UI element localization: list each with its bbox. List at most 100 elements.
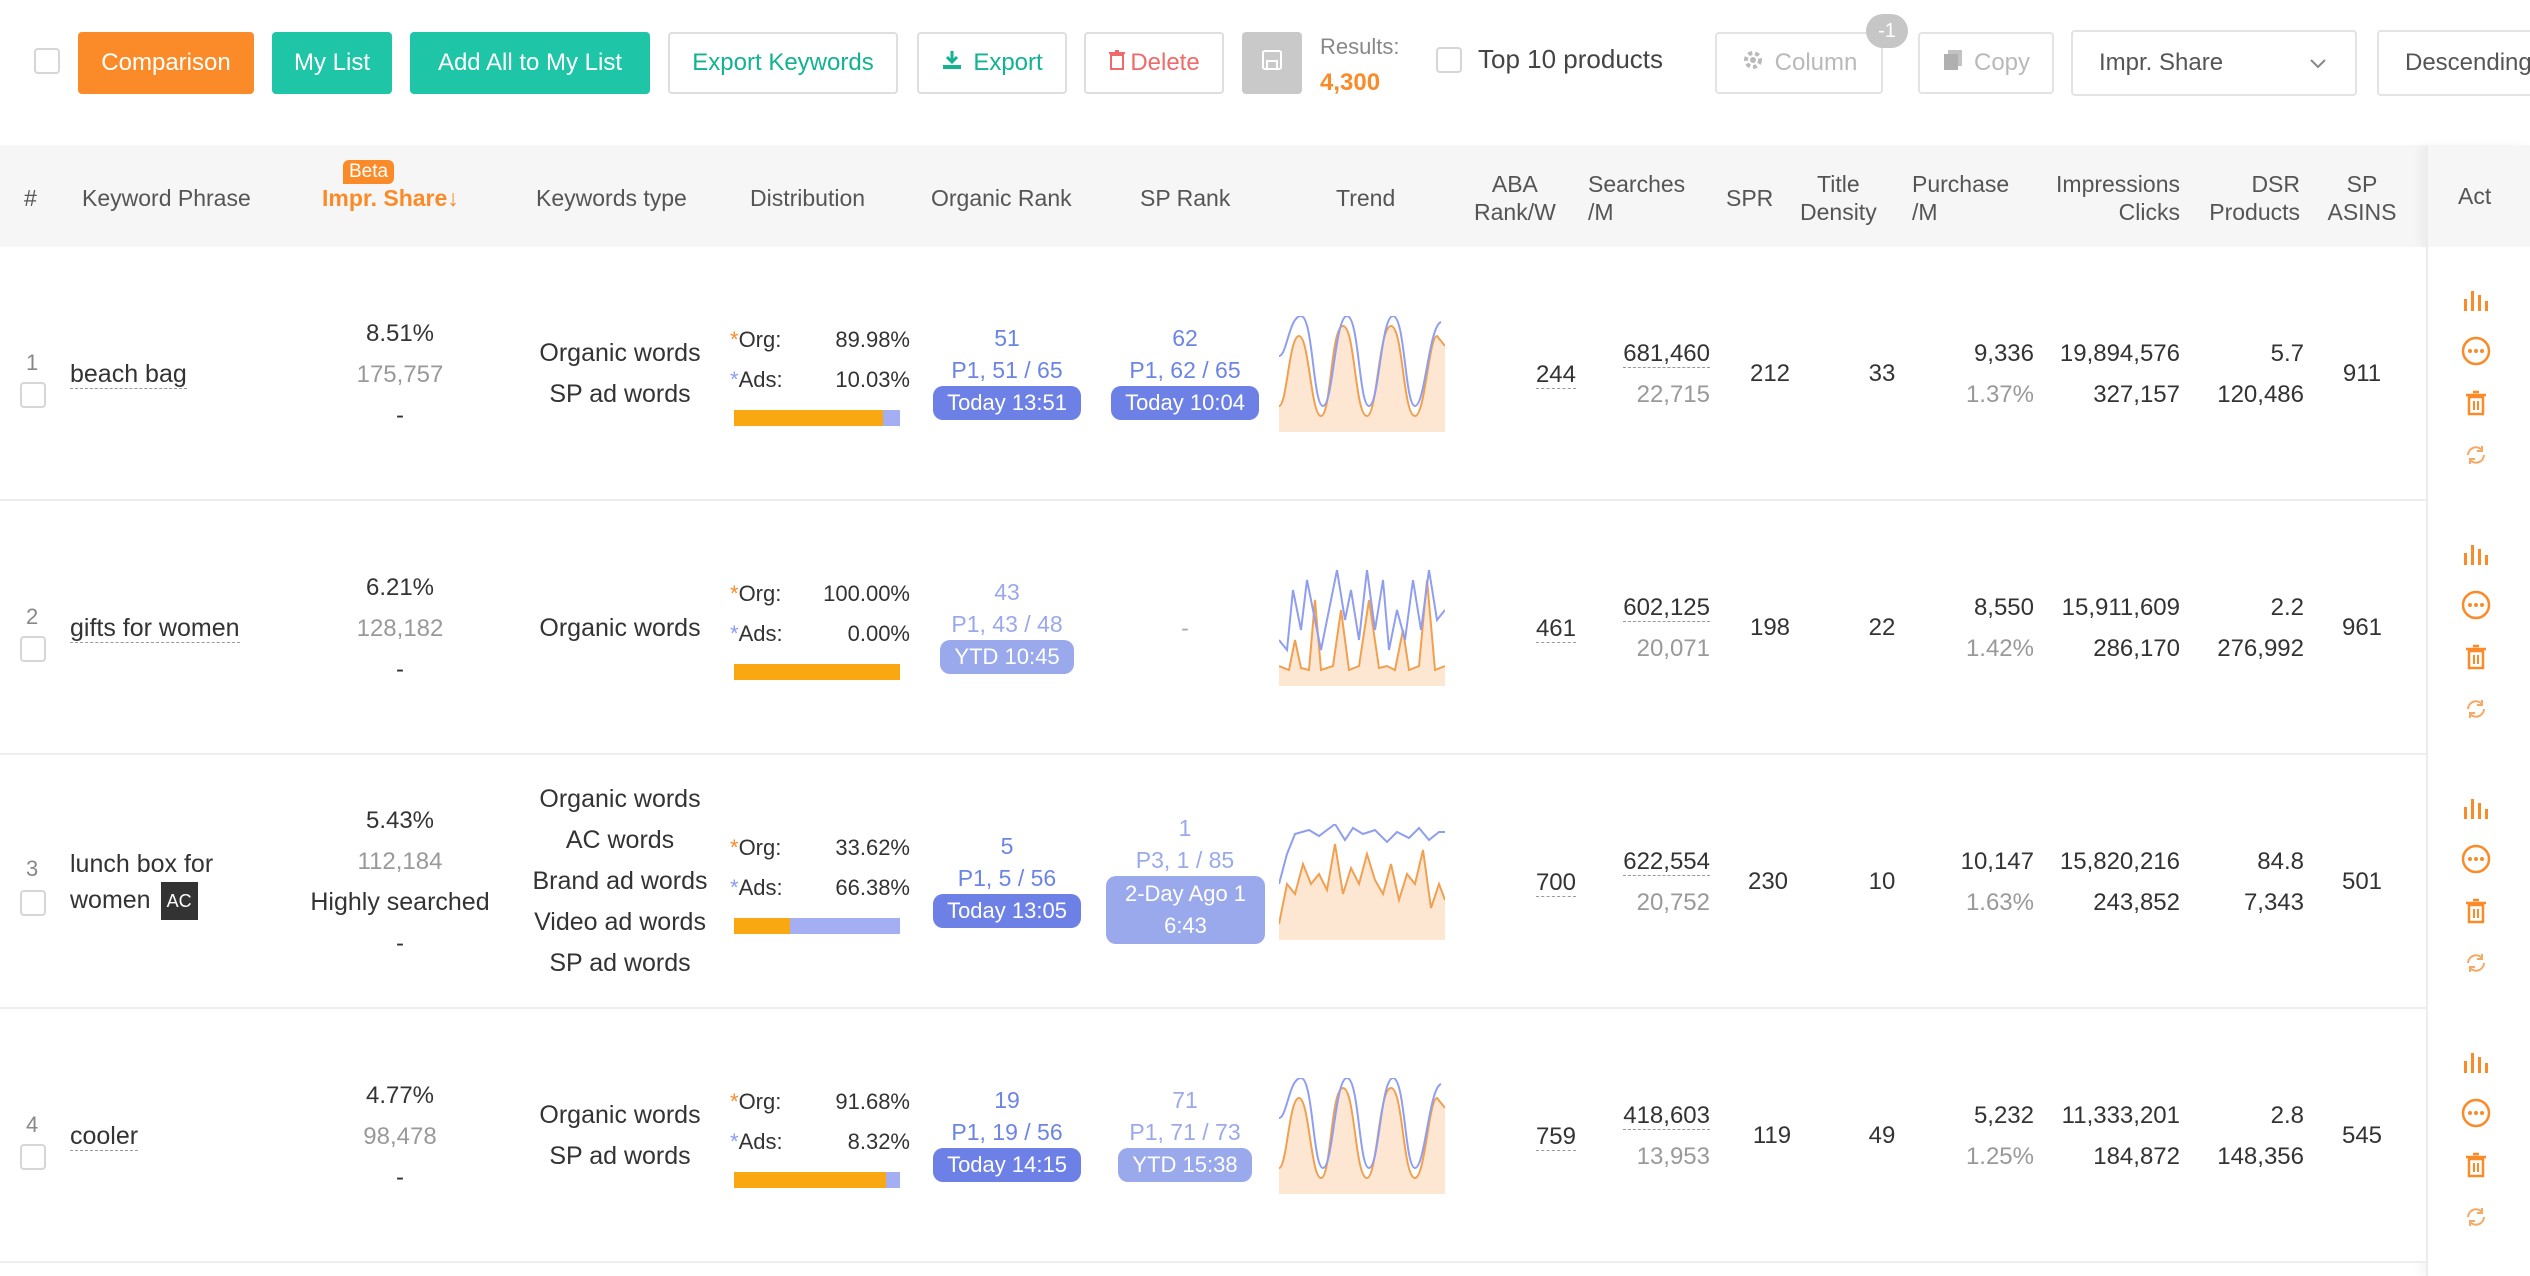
row-checkbox[interactable] bbox=[20, 636, 46, 662]
searches-value[interactable]: 602,125 bbox=[1623, 594, 1710, 622]
select-all-checkbox[interactable] bbox=[34, 48, 60, 74]
refresh-icon[interactable] bbox=[2456, 683, 2496, 735]
my-list-button[interactable]: My List bbox=[272, 32, 392, 94]
trend-sparkline[interactable] bbox=[1279, 316, 1445, 432]
sp-rank-cell[interactable]: 62 P1, 62 / 65 Today 10:04 bbox=[1105, 322, 1265, 420]
row-checkbox[interactable] bbox=[20, 1144, 46, 1170]
col-dsr-1: DSR bbox=[2251, 171, 2300, 197]
trash-icon[interactable] bbox=[2456, 631, 2496, 683]
purchase-cell: 8,550 1.42% bbox=[1900, 587, 2034, 669]
searches-value[interactable]: 418,603 bbox=[1623, 1102, 1710, 1130]
dsr-value: 5.7 bbox=[2270, 340, 2304, 367]
table-header bbox=[0, 145, 2426, 247]
col-sp-asins[interactable]: SP ASINS bbox=[2320, 170, 2404, 226]
trash-icon[interactable] bbox=[2456, 885, 2496, 937]
more-icon[interactable] bbox=[2456, 1087, 2496, 1139]
searches-value[interactable]: 681,460 bbox=[1623, 340, 1710, 368]
keyword-link[interactable]: lunch box for women AC bbox=[70, 846, 213, 921]
sort-field-select[interactable]: Impr. Share bbox=[2071, 30, 2357, 96]
keywords-type-cell: Organic words bbox=[510, 608, 730, 649]
col-organic-rank[interactable]: Organic Rank bbox=[931, 185, 1072, 211]
keyword-link[interactable]: gifts for women bbox=[70, 610, 240, 646]
bar-chart-icon[interactable] bbox=[2456, 527, 2496, 579]
searches-sub: 20,071 bbox=[1636, 635, 1710, 662]
export-button[interactable]: Export bbox=[917, 32, 1067, 94]
distribution-bar bbox=[734, 918, 900, 934]
trend-sparkline[interactable] bbox=[1279, 1078, 1445, 1194]
top10-checkbox[interactable] bbox=[1436, 46, 1462, 73]
keyword-link[interactable]: beach bag bbox=[70, 356, 187, 392]
sort-order-select[interactable]: Descending bbox=[2377, 30, 2530, 96]
row-index: 4 bbox=[26, 1112, 39, 1137]
col-keyword[interactable]: Keyword Phrase bbox=[82, 185, 251, 211]
row-checkbox[interactable] bbox=[20, 890, 46, 916]
col-impressions[interactable]: Impressions Clicks bbox=[2036, 170, 2180, 226]
impr-pct: 5.43% bbox=[365, 807, 435, 834]
col-title-density[interactable]: Title Density bbox=[1800, 170, 1877, 226]
aba-rank[interactable]: 759 bbox=[1520, 1116, 1576, 1157]
bar-chart-icon[interactable] bbox=[2456, 273, 2496, 325]
trend-sparkline[interactable] bbox=[1279, 570, 1445, 686]
sp-asins-value: 501 bbox=[2341, 868, 2383, 895]
trend-sparkline[interactable] bbox=[1279, 824, 1445, 940]
searches-value[interactable]: 622,554 bbox=[1623, 848, 1710, 876]
keyword-link[interactable]: cooler bbox=[70, 1118, 139, 1154]
col-spr[interactable]: SPR bbox=[1726, 185, 1774, 211]
purchase-cell: 5,232 1.25% bbox=[1900, 1095, 2034, 1177]
row-checkbox[interactable] bbox=[20, 382, 46, 408]
column-badge: -1 bbox=[1866, 14, 1908, 48]
bar-chart-icon[interactable] bbox=[2456, 781, 2496, 833]
save-view-button[interactable] bbox=[1242, 32, 1302, 94]
more-icon[interactable] bbox=[2456, 579, 2496, 631]
sp-rank-value: - bbox=[1181, 615, 1189, 641]
trash-icon bbox=[1108, 49, 1126, 78]
aba-rank[interactable]: 244 bbox=[1520, 354, 1576, 395]
bar-chart-icon[interactable] bbox=[2456, 1035, 2496, 1087]
organic-rank-cell[interactable]: 19 P1, 19 / 56 Today 14:15 bbox=[927, 1084, 1087, 1182]
sp-rank-cell[interactable]: 71 P1, 71 / 73 YTD 15:38 bbox=[1105, 1084, 1265, 1182]
more-icon[interactable] bbox=[2456, 325, 2496, 377]
export-keywords-button[interactable]: Export Keywords bbox=[668, 32, 898, 94]
trash-icon[interactable] bbox=[2456, 1139, 2496, 1191]
trash-icon[interactable] bbox=[2456, 377, 2496, 429]
impr-share-cell: 4.77% 98,478 - bbox=[280, 1075, 520, 1198]
col-aba[interactable]: ABA Rank/W bbox=[1474, 170, 1556, 226]
col-impr-share[interactable]: Impr. Share↓ bbox=[322, 184, 459, 212]
ads-label: Ads: bbox=[738, 621, 783, 646]
clicks-value: 243,852 bbox=[2093, 889, 2180, 916]
org-label: Org: bbox=[738, 327, 782, 352]
aba-rank[interactable]: 461 bbox=[1520, 608, 1576, 649]
organic-rank-cell[interactable]: 51 P1, 51 / 65 Today 13:51 bbox=[927, 322, 1087, 420]
delete-button[interactable]: Delete bbox=[1084, 32, 1224, 94]
refresh-icon[interactable] bbox=[2456, 429, 2496, 481]
aba-rank[interactable]: 700 bbox=[1520, 862, 1576, 903]
col-sp-rank[interactable]: SP Rank bbox=[1140, 185, 1231, 211]
sp-rank-cell[interactable]: 1 P3, 1 / 85 2-Day Ago 1 6:43 bbox=[1105, 812, 1265, 944]
table-row[interactable] bbox=[0, 501, 2426, 755]
org-value: 91.68% bbox=[835, 1089, 910, 1114]
impr-count: 112,184 bbox=[357, 848, 443, 875]
comparison-button[interactable]: Comparison bbox=[78, 32, 254, 94]
ads-label: Ads: bbox=[738, 1129, 783, 1154]
column-button[interactable]: Column bbox=[1715, 32, 1883, 94]
col-searches[interactable]: Searches/M bbox=[1588, 170, 1685, 226]
purchase-cell: 10,147 1.63% bbox=[1900, 841, 2034, 923]
gear-icon bbox=[1741, 48, 1765, 79]
organic-rank-cell[interactable]: 5 P1, 5 / 56 Today 13:05 bbox=[927, 830, 1087, 928]
copy-button[interactable]: Copy bbox=[1918, 32, 2054, 94]
org-marker: * bbox=[730, 327, 739, 352]
col-purchase-1: Purchase bbox=[1912, 171, 2010, 197]
col-dsr[interactable]: DSR Products bbox=[2186, 170, 2300, 226]
table-row[interactable] bbox=[0, 247, 2426, 501]
col-purchase[interactable]: Purchase/M bbox=[1912, 170, 2009, 226]
table-row[interactable] bbox=[0, 1009, 2426, 1263]
organic-rank-cell[interactable]: 43 P1, 43 / 48 YTD 10:45 bbox=[927, 576, 1087, 674]
save-icon bbox=[1260, 48, 1284, 79]
refresh-icon[interactable] bbox=[2456, 937, 2496, 989]
add-all-button[interactable]: Add All to My List bbox=[410, 32, 650, 94]
ads-marker: * bbox=[730, 1129, 739, 1154]
refresh-icon[interactable] bbox=[2456, 1191, 2496, 1243]
keyword-type: Organic words bbox=[539, 785, 701, 813]
more-icon[interactable] bbox=[2456, 833, 2496, 885]
top10-filter[interactable]: Top 10 products bbox=[1436, 44, 1663, 75]
